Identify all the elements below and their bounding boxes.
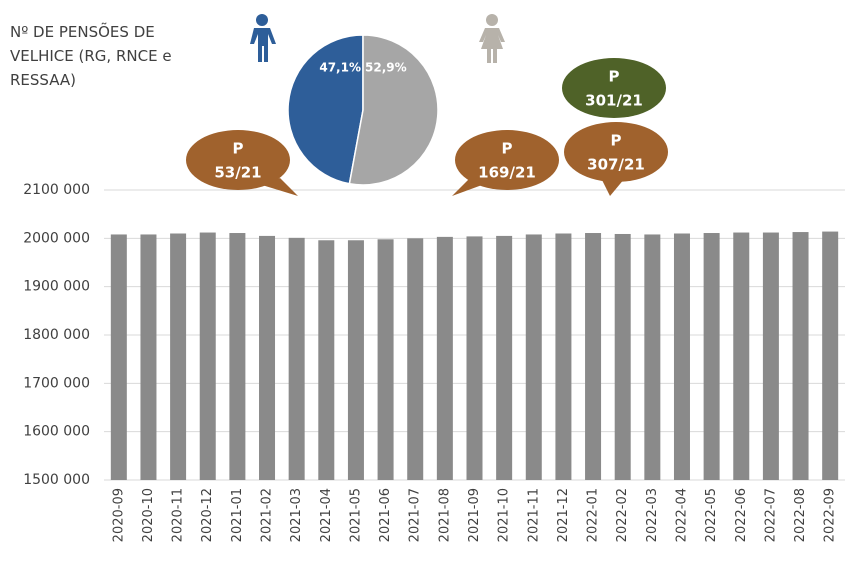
callout-bubble xyxy=(564,122,668,182)
bar xyxy=(466,236,483,480)
x-tick-label: 2021-05 xyxy=(348,488,363,542)
x-tick-label: 2021-07 xyxy=(408,488,423,542)
x-tick-label: 2022-01 xyxy=(586,488,601,542)
x-tick-label: 2022-04 xyxy=(674,488,689,542)
callout-text: 307/21 xyxy=(587,156,645,174)
y-tick-label: 1900 000 xyxy=(23,279,90,295)
callout: P 307/21 xyxy=(564,122,668,196)
bar xyxy=(585,233,602,480)
x-tick-label: 2022-05 xyxy=(704,488,719,542)
bar xyxy=(288,237,305,480)
bar xyxy=(318,240,335,480)
x-tick-label: 2021-03 xyxy=(289,488,304,542)
x-tick-label: 2020-11 xyxy=(171,488,186,542)
y-tick-label: 2100 000 xyxy=(23,182,90,198)
bar xyxy=(614,233,631,480)
callout-bubble xyxy=(562,58,666,118)
bar xyxy=(644,234,661,480)
bar xyxy=(822,231,839,480)
bar xyxy=(525,234,542,480)
x-tick-label: 2022-02 xyxy=(615,488,630,542)
x-tick-label: 2022-06 xyxy=(734,488,749,542)
bar xyxy=(407,238,424,480)
y-tick-label: 1700 000 xyxy=(23,375,90,391)
x-tick-label: 2021-01 xyxy=(230,488,245,542)
callout-bubble xyxy=(455,130,559,190)
bar xyxy=(436,236,453,480)
x-tick-label: 2022-07 xyxy=(763,488,778,542)
callout-text: 301/21 xyxy=(585,92,643,110)
bar xyxy=(229,233,246,480)
x-tick-label: 2021-12 xyxy=(556,488,571,542)
woman-icon xyxy=(479,14,505,63)
x-tick-label: 2021-04 xyxy=(319,488,334,542)
y-tick-label: 2000 000 xyxy=(23,230,90,246)
x-tick-label: 2021-02 xyxy=(260,488,275,542)
callout-bubble xyxy=(186,130,290,190)
bar xyxy=(347,240,364,480)
callout-text: P xyxy=(611,132,622,150)
x-tick-label: 2021-08 xyxy=(437,488,452,542)
x-tick-label: 2021-11 xyxy=(526,488,541,542)
pie-slice xyxy=(348,34,439,186)
bar xyxy=(199,232,216,480)
x-tick-label: 2022-03 xyxy=(645,488,660,542)
bar xyxy=(703,233,720,480)
x-tick-label: 2021-09 xyxy=(467,488,482,542)
bar xyxy=(555,233,572,480)
x-tick-label: 2021-10 xyxy=(497,488,512,542)
bar xyxy=(733,232,750,480)
bar xyxy=(496,235,513,480)
man-icon xyxy=(250,14,276,62)
callout-text: P xyxy=(502,140,513,158)
x-tick-label: 2022-09 xyxy=(823,488,838,542)
bar xyxy=(762,232,779,480)
bar xyxy=(140,234,157,480)
callout-text: 53/21 xyxy=(214,164,261,182)
pie-label: 47,1% xyxy=(319,61,361,75)
x-tick-label: 2020-12 xyxy=(200,488,215,542)
callout-text: P xyxy=(233,140,244,158)
y-tick-label: 1500 000 xyxy=(23,472,90,488)
callout: P 53/21 xyxy=(186,130,298,196)
x-tick-label: 2020-10 xyxy=(141,488,156,542)
chart-title: Nº DE PENSÕES DE VELHICE (RG, RNCE e RES… xyxy=(10,23,172,89)
bar xyxy=(170,233,187,480)
y-tick-label: 1600 000 xyxy=(23,424,90,440)
pie-label: 52,9% xyxy=(365,61,407,75)
bar xyxy=(673,233,690,480)
callout-text: 169/21 xyxy=(478,164,536,182)
bar xyxy=(110,234,127,480)
callout-text: P xyxy=(609,68,620,86)
x-tick-label: 2021-06 xyxy=(378,488,393,542)
x-tick-label: 2020-09 xyxy=(111,488,126,542)
bar xyxy=(792,232,809,480)
pie-slice xyxy=(287,34,364,185)
bar xyxy=(377,239,394,480)
callout: P 301/21 xyxy=(562,58,666,118)
callout: P 169/21 xyxy=(452,130,559,196)
bar xyxy=(259,235,276,480)
x-tick-label: 2022-08 xyxy=(793,488,808,542)
y-tick-label: 1800 000 xyxy=(23,327,90,343)
